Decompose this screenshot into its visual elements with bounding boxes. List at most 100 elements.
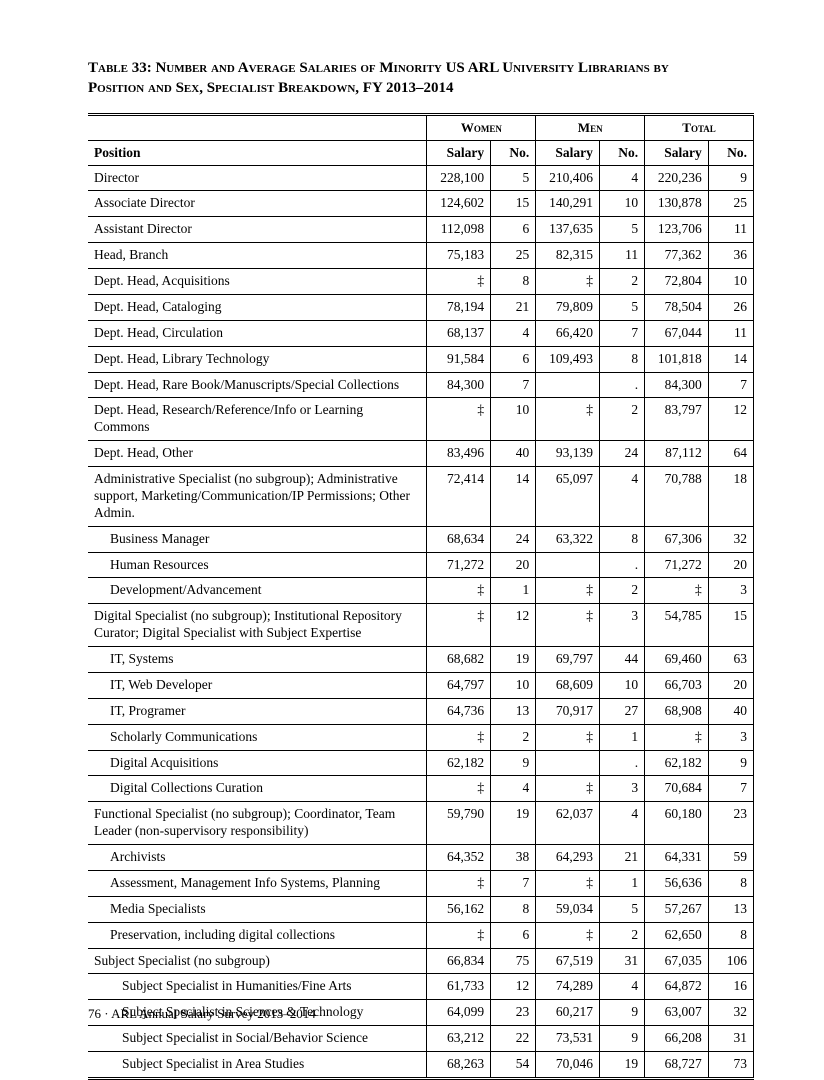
position-cell: Director (88, 165, 427, 191)
table-row: Subject Specialist in Social/Behavior Sc… (88, 1026, 754, 1052)
table-row: Assessment, Management Info Systems, Pla… (88, 870, 754, 896)
count-cell: 19 (491, 802, 536, 845)
salary-table: Women Men Total Position Salary No. Sala… (88, 113, 754, 1080)
salary-cell: 77,362 (645, 243, 709, 269)
salary-cell: 74,289 (536, 974, 600, 1000)
table-row: Archivists64,3523864,2932164,33159 (88, 845, 754, 871)
position-cell: Business Manager (88, 526, 427, 552)
table-row: Subject Specialist in Humanities/Fine Ar… (88, 974, 754, 1000)
position-cell: Archivists (88, 845, 427, 871)
count-cell: 15 (708, 604, 753, 647)
table-row: IT, Programer64,7361370,9172768,90840 (88, 698, 754, 724)
table-row: Digital Specialist (no subgroup); Instit… (88, 604, 754, 647)
salary-cell: 210,406 (536, 165, 600, 191)
salary-cell: 67,519 (536, 948, 600, 974)
count-cell: 7 (708, 776, 753, 802)
count-cell: 38 (491, 845, 536, 871)
group-header-women: Women (427, 114, 536, 140)
count-cell: 40 (491, 441, 536, 467)
count-cell: 9 (491, 750, 536, 776)
count-cell: 24 (599, 441, 644, 467)
salary-cell: ‡ (427, 724, 491, 750)
salary-cell (536, 552, 600, 578)
salary-cell: 68,634 (427, 526, 491, 552)
table-row: Director228,1005210,4064220,2369 (88, 165, 754, 191)
salary-cell: 64,797 (427, 672, 491, 698)
count-cell: 2 (599, 922, 644, 948)
position-cell: Assessment, Management Info Systems, Pla… (88, 870, 427, 896)
salary-cell: ‡ (645, 724, 709, 750)
salary-cell: 64,352 (427, 845, 491, 871)
salary-cell: 71,272 (427, 552, 491, 578)
count-cell: 7 (491, 870, 536, 896)
col-header-position: Position (88, 140, 427, 165)
position-cell: Human Resources (88, 552, 427, 578)
salary-cell: 66,834 (427, 948, 491, 974)
count-cell: 14 (491, 467, 536, 527)
salary-cell: 62,037 (536, 802, 600, 845)
count-cell: 1 (599, 724, 644, 750)
position-cell: Subject Specialist (no subgroup) (88, 948, 427, 974)
salary-cell: 64,736 (427, 698, 491, 724)
salary-cell: 54,785 (645, 604, 709, 647)
position-cell: Dept. Head, Library Technology (88, 346, 427, 372)
salary-cell: 62,182 (427, 750, 491, 776)
position-cell: Dept. Head, Circulation (88, 320, 427, 346)
position-cell: Preservation, including digital collecti… (88, 922, 427, 948)
salary-cell: 57,267 (645, 896, 709, 922)
salary-cell: 63,007 (645, 1000, 709, 1026)
count-cell: 10 (491, 398, 536, 441)
salary-cell: 82,315 (536, 243, 600, 269)
count-cell: 10 (708, 269, 753, 295)
table-row: Digital Acquisitions62,1829.62,1829 (88, 750, 754, 776)
salary-cell: 67,306 (645, 526, 709, 552)
col-header-no: No. (599, 140, 644, 165)
count-cell: 18 (708, 467, 753, 527)
count-cell: 1 (491, 578, 536, 604)
count-cell: 5 (599, 896, 644, 922)
table-row: Subject Specialist (no subgroup)66,83475… (88, 948, 754, 974)
position-cell: Media Specialists (88, 896, 427, 922)
count-cell: 23 (491, 1000, 536, 1026)
count-cell: . (599, 372, 644, 398)
salary-cell: ‡ (536, 269, 600, 295)
salary-cell (536, 372, 600, 398)
count-cell: 14 (708, 346, 753, 372)
salary-cell: 72,414 (427, 467, 491, 527)
salary-cell: 101,818 (645, 346, 709, 372)
salary-cell: 66,703 (645, 672, 709, 698)
salary-cell: 65,097 (536, 467, 600, 527)
position-cell: Administrative Specialist (no subgroup);… (88, 467, 427, 527)
position-cell: Dept. Head, Research/Reference/Info or L… (88, 398, 427, 441)
salary-cell: 72,804 (645, 269, 709, 295)
salary-cell: 124,602 (427, 191, 491, 217)
table-row: Preservation, including digital collecti… (88, 922, 754, 948)
count-cell: 25 (491, 243, 536, 269)
salary-cell: 64,872 (645, 974, 709, 1000)
count-cell: 8 (708, 922, 753, 948)
page-footer: 76 · ARL Annual Salary Survey 2013–2014 (88, 1006, 316, 1022)
count-cell: 20 (708, 672, 753, 698)
salary-cell: 79,809 (536, 294, 600, 320)
title-line-2: Position and Sex, Specialist Breakdown, … (88, 80, 454, 96)
table-row: Administrative Specialist (no subgroup);… (88, 467, 754, 527)
salary-cell: 109,493 (536, 346, 600, 372)
salary-cell: 63,212 (427, 1026, 491, 1052)
table-row: Subject Specialist in Area Studies68,263… (88, 1052, 754, 1079)
count-cell: 7 (708, 372, 753, 398)
count-cell: 26 (708, 294, 753, 320)
count-cell: 20 (708, 552, 753, 578)
salary-cell: ‡ (427, 269, 491, 295)
count-cell: 8 (491, 896, 536, 922)
count-cell: 4 (599, 467, 644, 527)
position-cell: Subject Specialist in Area Studies (88, 1052, 427, 1079)
salary-cell: 130,878 (645, 191, 709, 217)
salary-cell: 83,496 (427, 441, 491, 467)
position-cell: Assistant Director (88, 217, 427, 243)
position-cell: Subject Specialist in Humanities/Fine Ar… (88, 974, 427, 1000)
position-cell: Development/Advancement (88, 578, 427, 604)
salary-cell: ‡ (427, 604, 491, 647)
salary-cell: 60,180 (645, 802, 709, 845)
salary-cell: 56,636 (645, 870, 709, 896)
salary-cell: 67,035 (645, 948, 709, 974)
